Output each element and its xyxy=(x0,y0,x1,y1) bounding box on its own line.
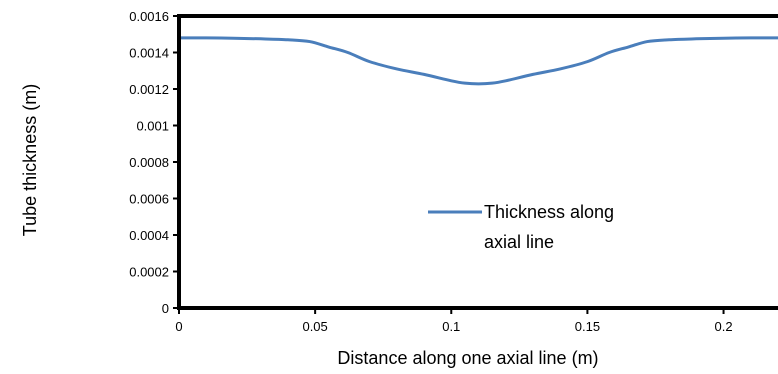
x-tick-label: 0.2 xyxy=(715,319,733,334)
y-axis-title: Tube thickness (m) xyxy=(20,84,40,236)
legend-label-line1: Thickness along xyxy=(484,202,614,222)
y-tick-label: 0.0008 xyxy=(129,155,169,170)
x-tick-label: 0.1 xyxy=(442,319,460,334)
y-axis-ticks: 0 0.0002 0.0004 0.0006 0.0008 0.001 0.0012 0.00… xyxy=(129,9,179,316)
y-tick-label: 0.0012 xyxy=(129,82,169,97)
thickness-line xyxy=(177,36,778,86)
legend-label-line2: axial line xyxy=(484,232,554,252)
y-tick-label: 0 xyxy=(162,301,169,316)
y-tick-label: 0.0006 xyxy=(129,192,169,207)
y-tick-label: 0.001 xyxy=(136,119,169,134)
y-tick-label: 0.0004 xyxy=(129,228,169,243)
x-axis-ticks: 0 0.05 0.1 0.15 0.2 xyxy=(175,308,733,334)
y-tick-label: 0.0002 xyxy=(129,265,169,280)
x-tick-label: 0.15 xyxy=(575,319,600,334)
x-tick-label: 0 xyxy=(175,319,182,334)
y-tick-label: 0.0016 xyxy=(129,9,169,24)
y-tick-label: 0.0014 xyxy=(129,46,169,61)
x-tick-label: 0.05 xyxy=(302,319,327,334)
x-axis-title: Distance along one axial line (m) xyxy=(337,348,598,368)
legend: Thickness along axial line xyxy=(428,202,614,252)
